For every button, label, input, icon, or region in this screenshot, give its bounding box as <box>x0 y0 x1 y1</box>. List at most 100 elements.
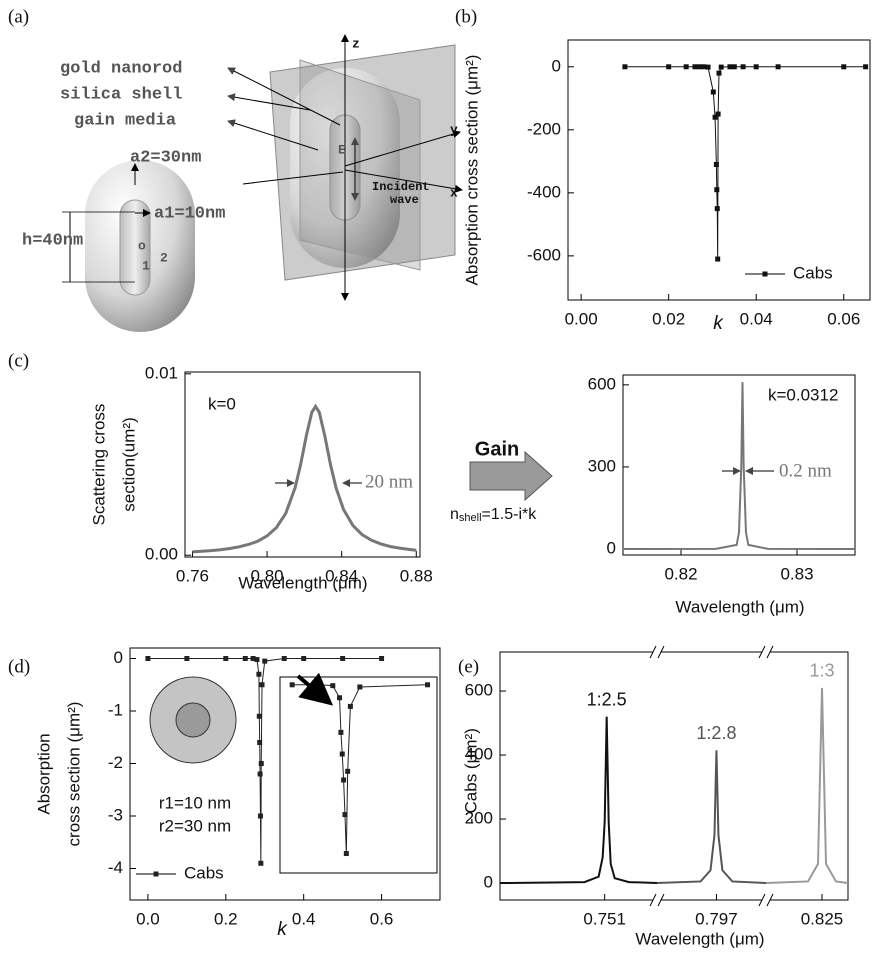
x-tick-label: 0.6 <box>370 909 394 928</box>
y-tick-label: 300 <box>588 456 616 475</box>
axis-break <box>657 645 665 659</box>
zoom-arrow <box>296 672 334 706</box>
data-point <box>701 64 707 70</box>
dimension: h=40nm <box>22 231 83 250</box>
y-tick-label: -600 <box>527 245 561 264</box>
data-point <box>718 64 724 70</box>
data-point <box>301 656 307 661</box>
panel-label: (d) <box>8 656 30 677</box>
y-tick-label: 600 <box>465 681 493 700</box>
data-point <box>731 64 737 70</box>
data-point <box>342 812 348 818</box>
data-point <box>340 656 346 661</box>
annotation: 20 nm <box>365 471 413 492</box>
data-point <box>714 187 720 193</box>
annotation: r2=30 nm <box>159 816 231 835</box>
data-point <box>716 70 722 76</box>
gain-label: Gain <box>475 438 519 460</box>
data-point <box>713 161 719 167</box>
axis-break <box>762 646 770 658</box>
data-point <box>341 777 347 783</box>
data-point <box>753 64 759 70</box>
data-line <box>622 382 856 550</box>
axis-break <box>649 645 657 659</box>
y-axis-label: cross section (μm²) <box>64 702 83 847</box>
data-point <box>345 768 351 774</box>
data-point <box>250 656 256 661</box>
y-axis-label: Scattering cross <box>89 404 108 526</box>
x-axis-label: Wavelength (μm) <box>635 929 764 948</box>
panel-a: (a) a2=30nm a1=10nm h=40nm o 1 2 z y x E… <box>8 6 463 332</box>
plot-frame <box>184 371 421 558</box>
formula-part: shell <box>459 512 482 524</box>
data-point <box>425 682 431 688</box>
axis-break <box>766 645 774 659</box>
data-point <box>258 860 264 866</box>
y-tick-label: 400 <box>465 745 493 764</box>
axis-break <box>758 645 766 659</box>
y-tick-label: -1 <box>108 700 123 719</box>
region: 2 <box>160 250 168 265</box>
y-tick-label: 200 <box>465 809 493 828</box>
data-point <box>145 656 151 661</box>
data-point <box>696 64 702 70</box>
callout: gold nanorod <box>60 59 182 78</box>
x-tick-label: 0.825 <box>801 909 844 928</box>
data-point <box>683 64 689 70</box>
data-point <box>337 695 343 701</box>
x-axis-label: k <box>277 919 288 940</box>
data-point <box>727 64 733 70</box>
data-point <box>316 682 322 688</box>
data-point <box>338 729 344 735</box>
data-point <box>715 111 721 117</box>
dimension: a1=10nm <box>154 204 225 223</box>
y-tick-label: -2 <box>108 753 123 772</box>
data-point <box>357 684 363 690</box>
x-tick-label: 0.83 <box>780 564 813 583</box>
axis-label: x <box>450 185 458 200</box>
y-tick-label: 0.00 <box>145 545 178 564</box>
data-point <box>714 206 720 212</box>
formula-part: n <box>450 506 459 523</box>
axis-label: z <box>352 36 360 51</box>
annotation: k=0 <box>208 394 236 413</box>
inset-frame <box>279 676 438 874</box>
data-point <box>259 682 265 688</box>
x-axis-label: k <box>713 313 724 334</box>
axis-break <box>653 646 661 658</box>
wave-label: Incident <box>372 180 430 194</box>
data-point <box>257 740 263 745</box>
series-label: 1:3 <box>809 661 834 681</box>
data-point <box>710 89 716 95</box>
x-tick-label: 0.797 <box>695 909 738 928</box>
legend-label: Cabs <box>793 263 833 282</box>
data-point <box>712 114 718 120</box>
data-point <box>281 656 287 661</box>
y-tick-label: -3 <box>108 805 123 824</box>
data-point <box>289 682 295 688</box>
gain-arrow <box>469 450 553 502</box>
data-point <box>330 683 336 689</box>
y-axis-label: Absorption <box>34 733 53 814</box>
x-tick-label: 0.80 <box>251 566 284 585</box>
x-tick-label: 0.88 <box>400 566 433 585</box>
data-point <box>347 703 353 709</box>
data-point <box>258 761 264 766</box>
y-tick-label: 0 <box>484 873 493 892</box>
data-point <box>863 64 869 70</box>
callout-arrow <box>227 67 341 126</box>
data-point <box>715 256 721 262</box>
data-line <box>624 66 866 260</box>
data-point <box>740 64 746 70</box>
x-tick-label: 0.06 <box>827 309 860 328</box>
axis-break <box>758 893 766 907</box>
panel-label: (b) <box>455 6 477 27</box>
panel-label: (e) <box>458 656 479 677</box>
data-point <box>223 656 229 661</box>
x-tick-label: 0.4 <box>292 909 316 928</box>
x-tick-label: 0.04 <box>740 309 773 328</box>
axis-break <box>762 894 770 906</box>
gain-formula: nshell=1.5-i*k <box>450 506 537 524</box>
data-point <box>257 771 263 777</box>
